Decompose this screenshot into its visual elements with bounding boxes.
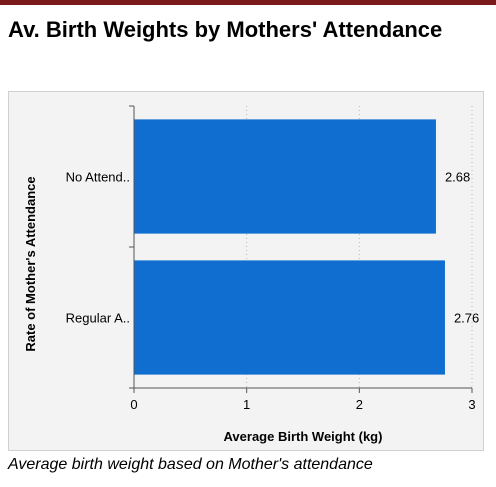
axes-group: No Attend.. 2.68 Regular A.. 2.76 0 1 2 3	[66, 105, 479, 412]
x-axis-label: Average Birth Weight (kg)	[224, 429, 383, 444]
chart-caption: Average birth weight based on Mother's a…	[8, 456, 373, 473]
bars-group	[134, 119, 445, 375]
x-tick-label-2: 2	[356, 397, 363, 412]
category-label-0: No Attend..	[66, 170, 130, 185]
chart-panel: No Attend.. 2.68 Regular A.. 2.76 0 1 2 3 Rate …	[8, 91, 484, 451]
category-label-1: Regular A..	[66, 311, 130, 326]
x-tick-label-0: 0	[130, 397, 137, 412]
x-tick-label-3: 3	[468, 397, 475, 412]
bar-chart: No Attend.. 2.68 Regular A.. 2.76 0 1 2 3 Rate …	[23, 105, 479, 444]
header-rule	[0, 0, 496, 5]
value-label-1: 2.76	[454, 311, 479, 326]
x-tick-label-1: 1	[243, 397, 250, 412]
chart-title: Av. Birth Weights by Mothers' Attendance	[8, 17, 443, 42]
bar-1	[134, 260, 445, 375]
y-axis-label: Rate of Mother's Attendance	[23, 176, 38, 351]
value-label-0: 2.68	[445, 170, 470, 185]
bar-0	[134, 119, 436, 234]
